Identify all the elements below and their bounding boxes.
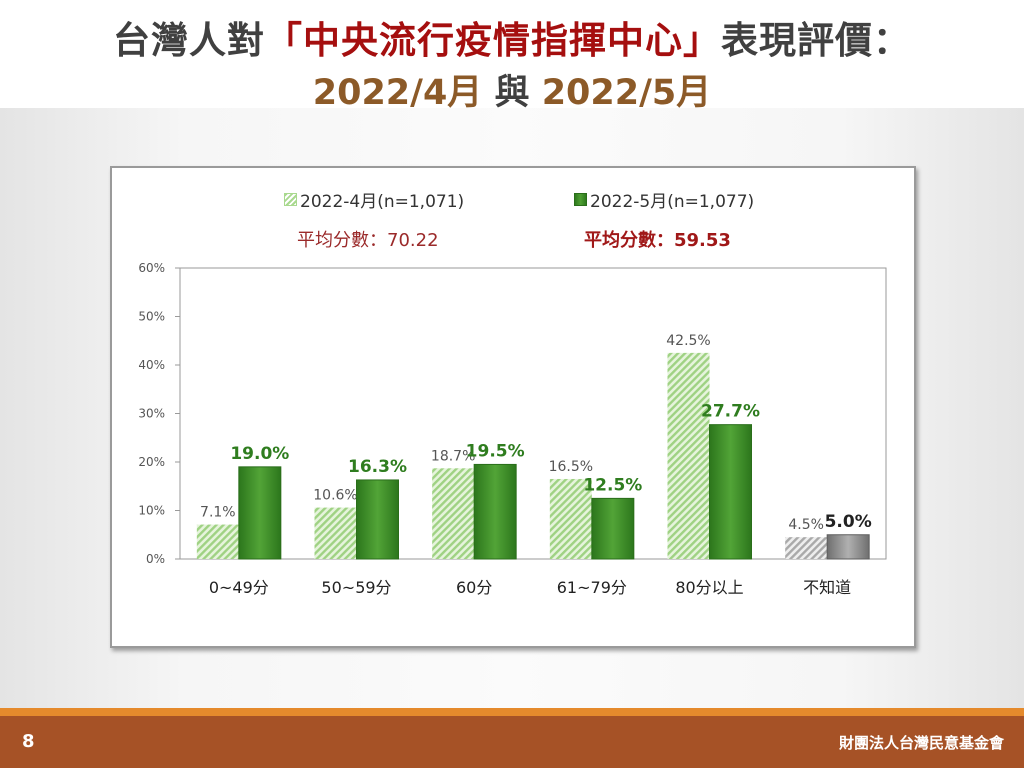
- title-date-a: 2022/4月: [312, 73, 483, 113]
- y-tick-label: 50%: [138, 310, 165, 324]
- bar-series-a: [785, 537, 828, 559]
- chart-container: 2022-4月(n=1,071) 2022-5月(n=1,077) 平均分數：7…: [110, 166, 916, 648]
- bar-series-b: [709, 424, 752, 560]
- bar-series-b: [356, 479, 399, 560]
- page-subtitle: 2022/4月 與 2022/5月: [0, 64, 1024, 115]
- average-score-a: 平均分數：70.22: [297, 230, 439, 251]
- page-title: 台灣人對「中央流行疫情指揮中心」表現評價：: [0, 10, 1024, 64]
- bar-series-a: [432, 468, 475, 559]
- data-label-series-b: 19.0%: [230, 444, 289, 464]
- data-label-series-b: 27.7%: [701, 402, 760, 422]
- page-number: 8: [22, 731, 35, 752]
- data-label-series-a: 10.6%: [313, 488, 357, 504]
- bar-series-b: [591, 497, 635, 560]
- footer-accent-line: [0, 708, 1024, 716]
- legend-series-a: 2022-4月(n=1,071): [300, 192, 465, 212]
- x-category-label: 0~49分: [209, 578, 269, 597]
- x-category-label: 61~79分: [557, 578, 627, 597]
- data-label-series-a: 18.7%: [431, 448, 475, 464]
- plot-area-border: [179, 267, 887, 560]
- y-tick-label: 30%: [138, 407, 165, 421]
- title-connector: 與: [482, 73, 542, 113]
- footer-bar: [0, 716, 1024, 768]
- x-category-label: 80分以上: [675, 578, 743, 597]
- title-prefix: 台灣人對: [113, 19, 265, 62]
- data-label-series-b: 5.0%: [825, 512, 872, 532]
- legend-series-b: 2022-5月(n=1,077): [590, 192, 755, 212]
- x-category-label: 不知道: [803, 578, 851, 597]
- bar-series-b: [238, 466, 282, 560]
- data-label-series-a: 4.5%: [788, 517, 824, 533]
- x-category-label: 60分: [456, 578, 492, 597]
- data-label-series-b: 16.3%: [348, 457, 407, 477]
- bar-series-b: [826, 534, 870, 560]
- average-score-b: 平均分數：59.53: [584, 230, 731, 251]
- bar-series-a: [314, 507, 357, 559]
- title-highlight: 「中央流行疫情指揮中心」: [265, 19, 721, 62]
- organization-name: 財團法人台灣民意基金會: [838, 734, 1004, 752]
- bar-chart: 0% 10% 20% 30% 40% 50% 60% 7.1% 19.0% 0~49分 10.6% 1…: [138, 261, 887, 597]
- title-date-b: 2022/5月: [541, 73, 712, 113]
- data-label-series-b: 19.5%: [466, 441, 525, 461]
- y-tick-label: 0%: [146, 552, 165, 566]
- bar-series-b: [473, 463, 517, 560]
- title-suffix: 表現評價：: [721, 19, 911, 62]
- data-label-series-a: 16.5%: [549, 459, 593, 475]
- data-label-series-a: 7.1%: [200, 505, 236, 521]
- bar-series-a: [667, 352, 710, 559]
- bar-series-a: [196, 524, 239, 559]
- bar-series-a: [549, 478, 592, 559]
- y-tick-label: 10%: [138, 504, 165, 518]
- x-category-label: 50~59分: [321, 578, 391, 597]
- data-label-series-b: 12.5%: [583, 475, 642, 495]
- data-label-series-a: 42.5%: [666, 333, 710, 349]
- y-tick-label: 60%: [138, 261, 165, 275]
- title-area: 台灣人對「中央流行疫情指揮中心」表現評價： 2022/4月 與 2022/5月: [0, 0, 1024, 113]
- y-tick-label: 40%: [138, 358, 165, 372]
- legend-swatch-b: [574, 193, 587, 206]
- y-tick-label: 20%: [138, 455, 165, 469]
- legend-swatch-a: [284, 193, 297, 206]
